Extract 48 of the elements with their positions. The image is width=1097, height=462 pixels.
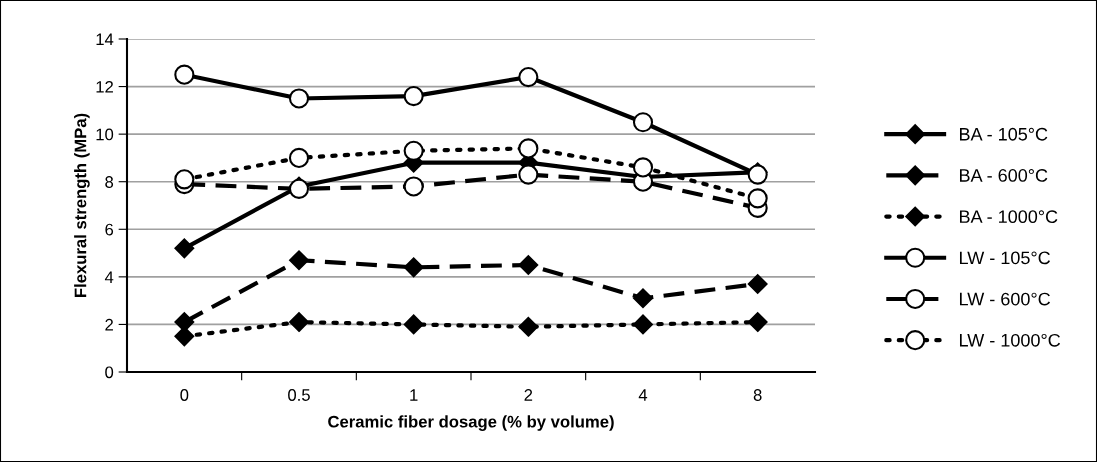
point	[518, 316, 539, 337]
point	[518, 164, 539, 185]
point	[633, 314, 653, 335]
point	[747, 188, 768, 209]
y-tick-label: 12	[96, 80, 113, 93]
point	[403, 140, 424, 161]
x-tick-label: 2	[524, 389, 533, 401]
point	[403, 314, 424, 335]
point	[174, 64, 195, 85]
legend-label: LW - 600°C	[959, 292, 1051, 306]
x-tick-label: 8	[753, 389, 762, 401]
legend-label: LW - 105°C	[959, 251, 1051, 265]
point	[289, 312, 309, 332]
point	[403, 176, 424, 197]
y-tick-label: 0	[105, 366, 114, 379]
point	[518, 138, 539, 159]
y-tick-label: 2	[105, 318, 113, 331]
point	[288, 88, 310, 109]
point	[403, 257, 424, 278]
legend-label: BA - 105°C	[959, 127, 1048, 141]
point	[518, 66, 539, 88]
y-tick-label: 14	[96, 33, 114, 46]
point	[747, 312, 768, 332]
point	[747, 274, 768, 294]
point	[174, 238, 195, 259]
point	[632, 112, 654, 133]
x-tick-label: 0.5	[288, 389, 310, 401]
legend-label: BA - 1000°C	[959, 210, 1058, 224]
legend-label: LW - 1000°C	[959, 333, 1061, 347]
x-tick-label: 0	[180, 389, 189, 401]
point	[174, 312, 195, 332]
y-tick-label: 6	[105, 223, 114, 236]
x-tick-label: 1	[410, 389, 418, 401]
x-axis-title: Ceramic fiber dosage (% by volume)	[328, 415, 614, 431]
point	[288, 147, 310, 168]
point	[633, 288, 653, 309]
point	[174, 326, 195, 347]
point	[174, 169, 195, 190]
legend-label: BA - 600°C	[959, 169, 1048, 182]
point	[632, 157, 654, 178]
y-tick-label: 4	[104, 271, 114, 283]
y-axis-title: Flexural strength (MPa)	[74, 113, 90, 297]
y-tick-label: 8	[105, 176, 114, 188]
point	[403, 86, 424, 107]
point	[518, 255, 539, 275]
y-tick-label: 10	[96, 128, 114, 141]
point	[289, 250, 309, 271]
x-tick-label: 4	[638, 389, 648, 401]
